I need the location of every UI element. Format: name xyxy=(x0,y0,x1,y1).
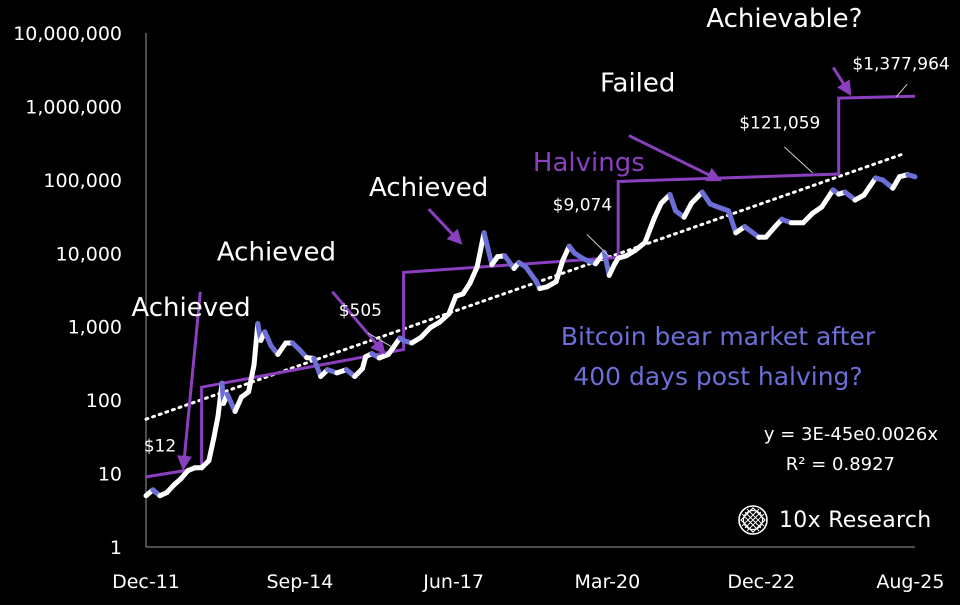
y-tick-label: 1,000 xyxy=(68,317,122,339)
y-tick-label: 10,000,000 xyxy=(13,23,122,45)
arrow-pointer xyxy=(427,208,463,245)
arrow-pointer xyxy=(177,291,202,471)
x-tick-label: Dec-22 xyxy=(727,571,795,593)
y-tick-label: 100,000 xyxy=(43,170,122,192)
price-segment xyxy=(688,189,705,206)
price-segment xyxy=(523,264,539,284)
price-segment xyxy=(819,187,836,210)
question-note-line: 400 days post halving? xyxy=(573,362,862,391)
arrow-pointer xyxy=(628,134,722,182)
y-tick-label: 10,000 xyxy=(56,243,122,265)
price-segment xyxy=(206,436,217,464)
x-tick-label: Dec-11 xyxy=(112,571,180,593)
price-segment xyxy=(681,200,694,220)
annotation-label: Failed xyxy=(600,68,675,98)
axes: 10,000,000 1,000,000 100,000 10,000 1,000 100… xyxy=(13,23,944,593)
arrow-pointer xyxy=(831,66,852,97)
brand-logo: 10x Research xyxy=(737,503,942,537)
trend-equation: y = 3E-45e0.0026x xyxy=(764,424,938,445)
price-segment xyxy=(246,362,257,395)
annotation-label: Achieved xyxy=(131,293,250,323)
price-segment xyxy=(467,264,480,286)
price-label: $1,377,964 xyxy=(852,54,949,74)
price-label: $12 xyxy=(144,436,176,456)
price-label: $505 xyxy=(339,301,382,321)
x-tick-label: Mar-20 xyxy=(575,571,641,593)
y-tick-label: 1,000,000 xyxy=(25,96,122,118)
annotation-label: Achievable? xyxy=(706,4,862,34)
price-segment xyxy=(642,215,657,246)
leader-line xyxy=(895,83,908,98)
leader-line xyxy=(586,234,610,258)
brand-name: 10x Research xyxy=(779,507,932,533)
question-note-line: Bitcoin bear market after xyxy=(561,322,876,351)
halvings-label: Halvings xyxy=(533,148,645,178)
price-segment xyxy=(667,192,678,214)
r-squared: R² = 0.8927 xyxy=(786,454,895,475)
price-segment xyxy=(385,335,403,357)
x-tick-label: Aug-25 xyxy=(876,571,944,593)
annotation-label: Achieved xyxy=(369,173,488,203)
price-segment xyxy=(211,413,221,441)
leader-line xyxy=(784,146,813,174)
x-tick-label: Sep-14 xyxy=(266,571,333,593)
price-segment xyxy=(481,230,495,268)
price-label: $121,059 xyxy=(739,114,820,134)
y-tick-label: 10 xyxy=(98,464,122,486)
halving-step-line xyxy=(145,94,916,479)
hatched-circle-icon xyxy=(738,505,768,535)
y-tick-label: 100 xyxy=(86,390,122,412)
price-segment xyxy=(311,355,324,379)
price-segment xyxy=(502,253,517,271)
price-segment xyxy=(553,257,566,285)
x-tick-label: Jun-17 xyxy=(422,571,484,593)
annotation-layer: Achieved Achieved Achieved Failed Achievable… xyxy=(131,4,949,475)
price-segment xyxy=(861,175,879,198)
price-segment xyxy=(262,329,274,349)
arrow-pointer xyxy=(331,290,386,355)
price-segment xyxy=(232,394,244,414)
price-segment xyxy=(726,208,739,236)
price-segment xyxy=(651,200,664,221)
annotation-label: Achieved xyxy=(217,237,336,267)
price-segment xyxy=(446,293,459,317)
series-layer xyxy=(143,66,918,499)
price-label: $9,074 xyxy=(553,196,612,216)
y-tick-label: 1 xyxy=(110,537,122,559)
leader-line xyxy=(367,332,394,348)
price-segment xyxy=(905,172,918,180)
